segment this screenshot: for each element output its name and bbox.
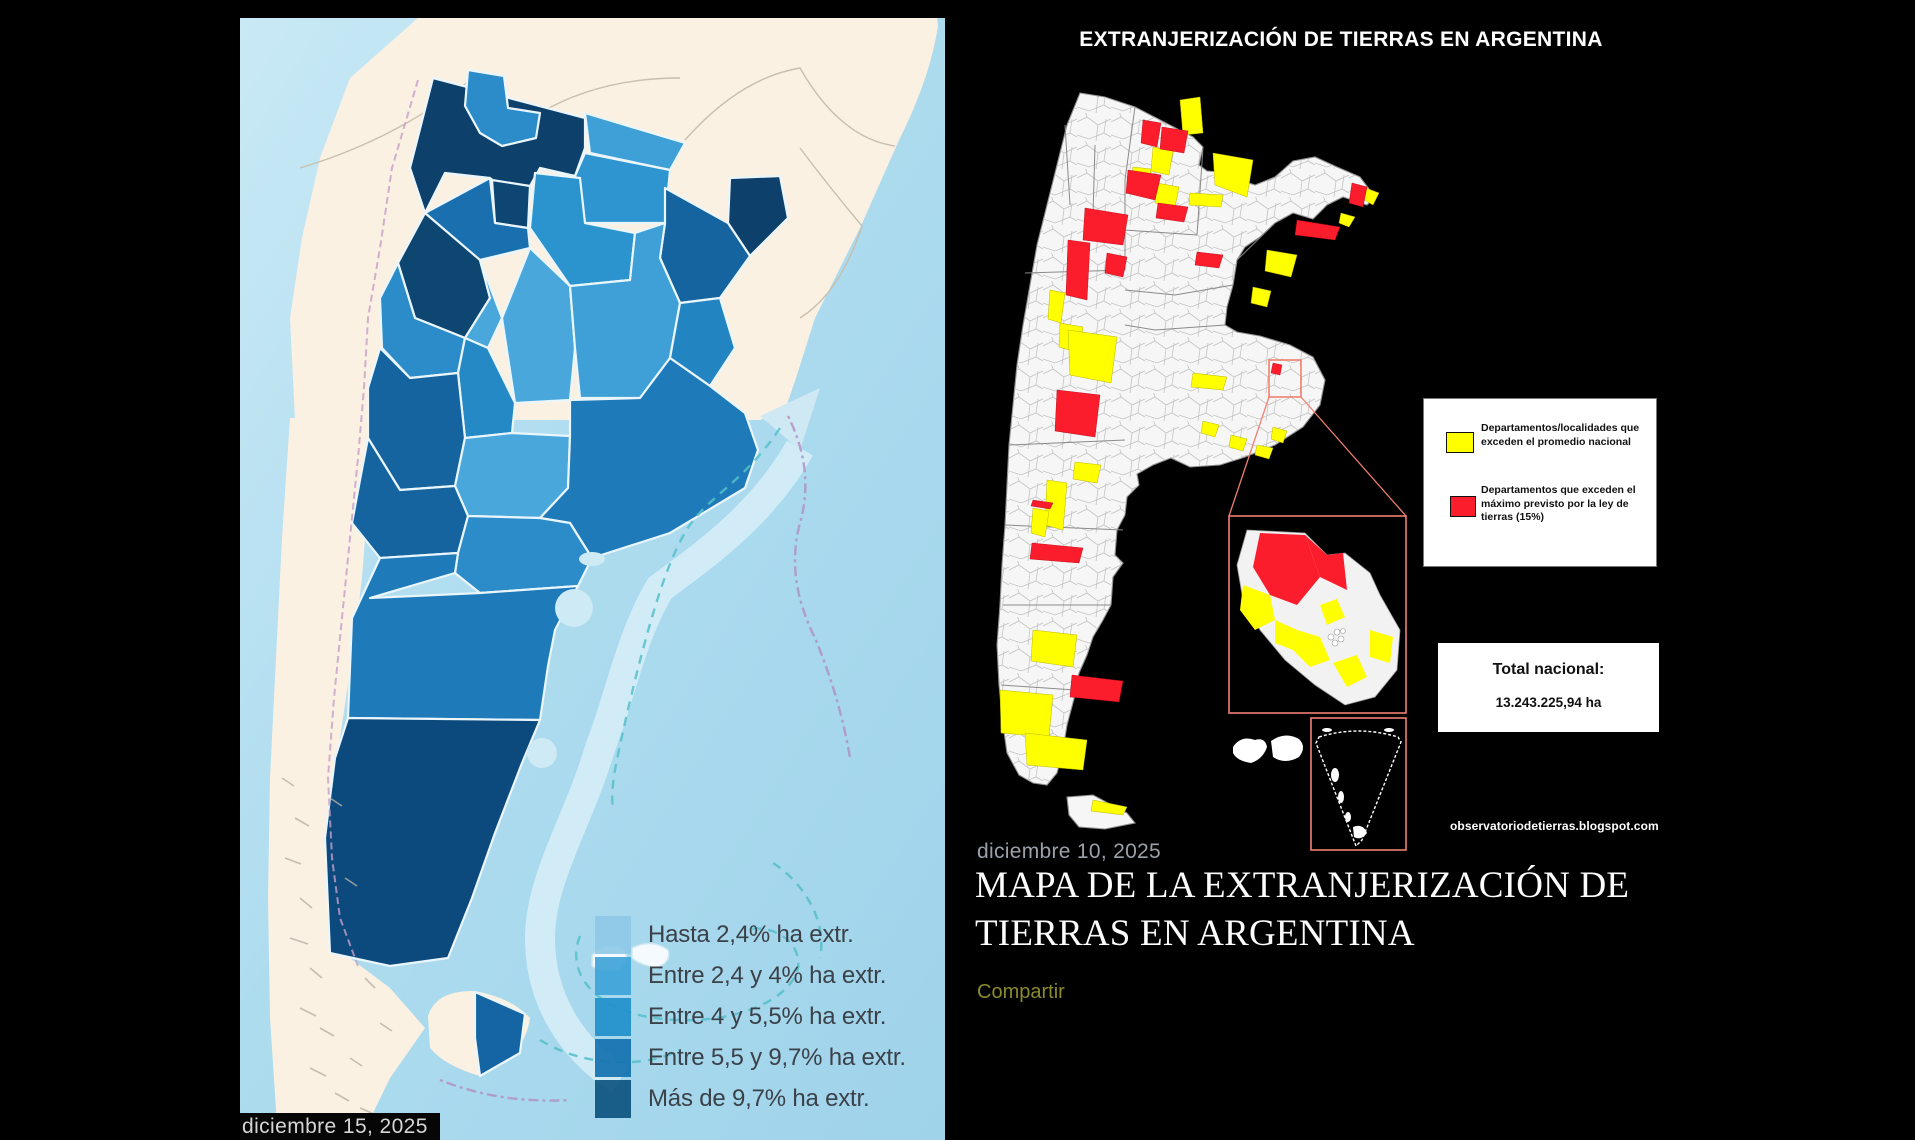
red-legend-label: Departamentos que exceden el máximo prev…	[1481, 484, 1636, 523]
legend-row: Hasta 2,4% ha extr.	[595, 916, 906, 954]
share-link[interactable]: Compartir	[977, 981, 1065, 1003]
extranjerizacion-map-svg[interactable]	[975, 85, 1460, 860]
map-source-url: observatoriodetierras.blogspot.com	[1450, 819, 1659, 833]
legend-swatch-5	[595, 1080, 631, 1118]
province-rio-negro	[453, 514, 594, 595]
province-entre-rios	[668, 296, 737, 388]
province-tucuman	[490, 178, 532, 230]
left-post-date: diciembre 15, 2025	[242, 1114, 428, 1138]
right-map-legend: Departamentos/localidades que exceden el…	[1423, 398, 1657, 567]
border-tdf	[439, 1078, 571, 1102]
department-borders-texture	[997, 93, 1375, 785]
gulfs	[527, 388, 820, 768]
total-nacional-label: Total nacional:	[1492, 661, 1605, 678]
inset-connector-left	[1228, 396, 1270, 517]
inset-connector-right	[1300, 396, 1407, 517]
red-legend-swatch	[1450, 496, 1476, 517]
fjord-texture	[281, 777, 393, 1115]
legend-label: Entre 2,4 y 4% ha extr.	[648, 962, 887, 989]
legend-row: Más de 9,7% ha extr.	[595, 1080, 906, 1118]
legend-swatch-4	[595, 1039, 631, 1077]
legend-label: Entre 4 y 5,5% ha extr.	[648, 1003, 887, 1030]
malvinas-silhouette	[1233, 735, 1303, 763]
left-post-date-bar: diciembre 15, 2025	[240, 1113, 440, 1140]
legend-swatch-2	[595, 957, 631, 995]
legend-swatch-3	[595, 998, 631, 1036]
total-nacional-box: Total nacional: 13.243.225,94 ha	[1438, 643, 1659, 732]
argentina-provinces	[323, 68, 790, 1078]
eez-dashed-lines	[539, 427, 823, 1064]
legend-label: Más de 9,7% ha extr.	[648, 1085, 870, 1112]
neighbor-land-chile	[268, 418, 425, 1140]
border-argentina-chile	[326, 79, 419, 967]
total-nacional-value: 13.243.225,94 ha	[1495, 695, 1602, 710]
province-jujuy	[463, 68, 542, 148]
left-map-legend: Hasta 2,4% ha extr. Entre 2,4 y 4% ha ex…	[595, 916, 906, 1121]
yellow-legend-label: Departamentos/localidades que exceden el…	[1481, 422, 1640, 448]
red-departments	[1029, 119, 1368, 703]
yellow-legend-swatch	[1446, 432, 1474, 453]
legend-label: Entre 5,5 y 9,7% ha extr.	[648, 1044, 906, 1071]
legend-row: Entre 2,4 y 4% ha extr.	[595, 957, 906, 995]
map-image-title: EXTRANJERIZACIÓN DE TIERRAS EN ARGENTINA	[1079, 28, 1603, 51]
choropleth-map-svg	[240, 18, 945, 1140]
legend-row: Entre 4 y 5,5% ha extr.	[595, 998, 906, 1036]
legend-label: Hasta 2,4% ha extr.	[648, 921, 854, 948]
province-buenos-aires	[538, 356, 760, 560]
province-misiones	[726, 174, 790, 258]
shelf-band	[524, 440, 814, 1093]
legend-row: Entre 5,5 y 9,7% ha extr.	[595, 1039, 906, 1077]
legend-swatch-1	[595, 916, 631, 954]
choropleth-map-figure[interactable]: Hasta 2,4% ha extr. Entre 2,4 y 4% ha ex…	[240, 18, 945, 1140]
province-tdf	[473, 990, 527, 1078]
maritime-boundary-dashdot	[786, 415, 852, 759]
inset-detail-box	[1228, 515, 1407, 714]
province-chaco	[573, 151, 672, 225]
post-date: diciembre 10, 2025	[977, 840, 1162, 863]
post-title[interactable]: MAPA DE LA EXTRANJERIZACIÓN DE TIERRAS E…	[975, 865, 1630, 954]
antarctica-inset	[1310, 717, 1407, 851]
inset-marker-box	[1268, 359, 1302, 398]
